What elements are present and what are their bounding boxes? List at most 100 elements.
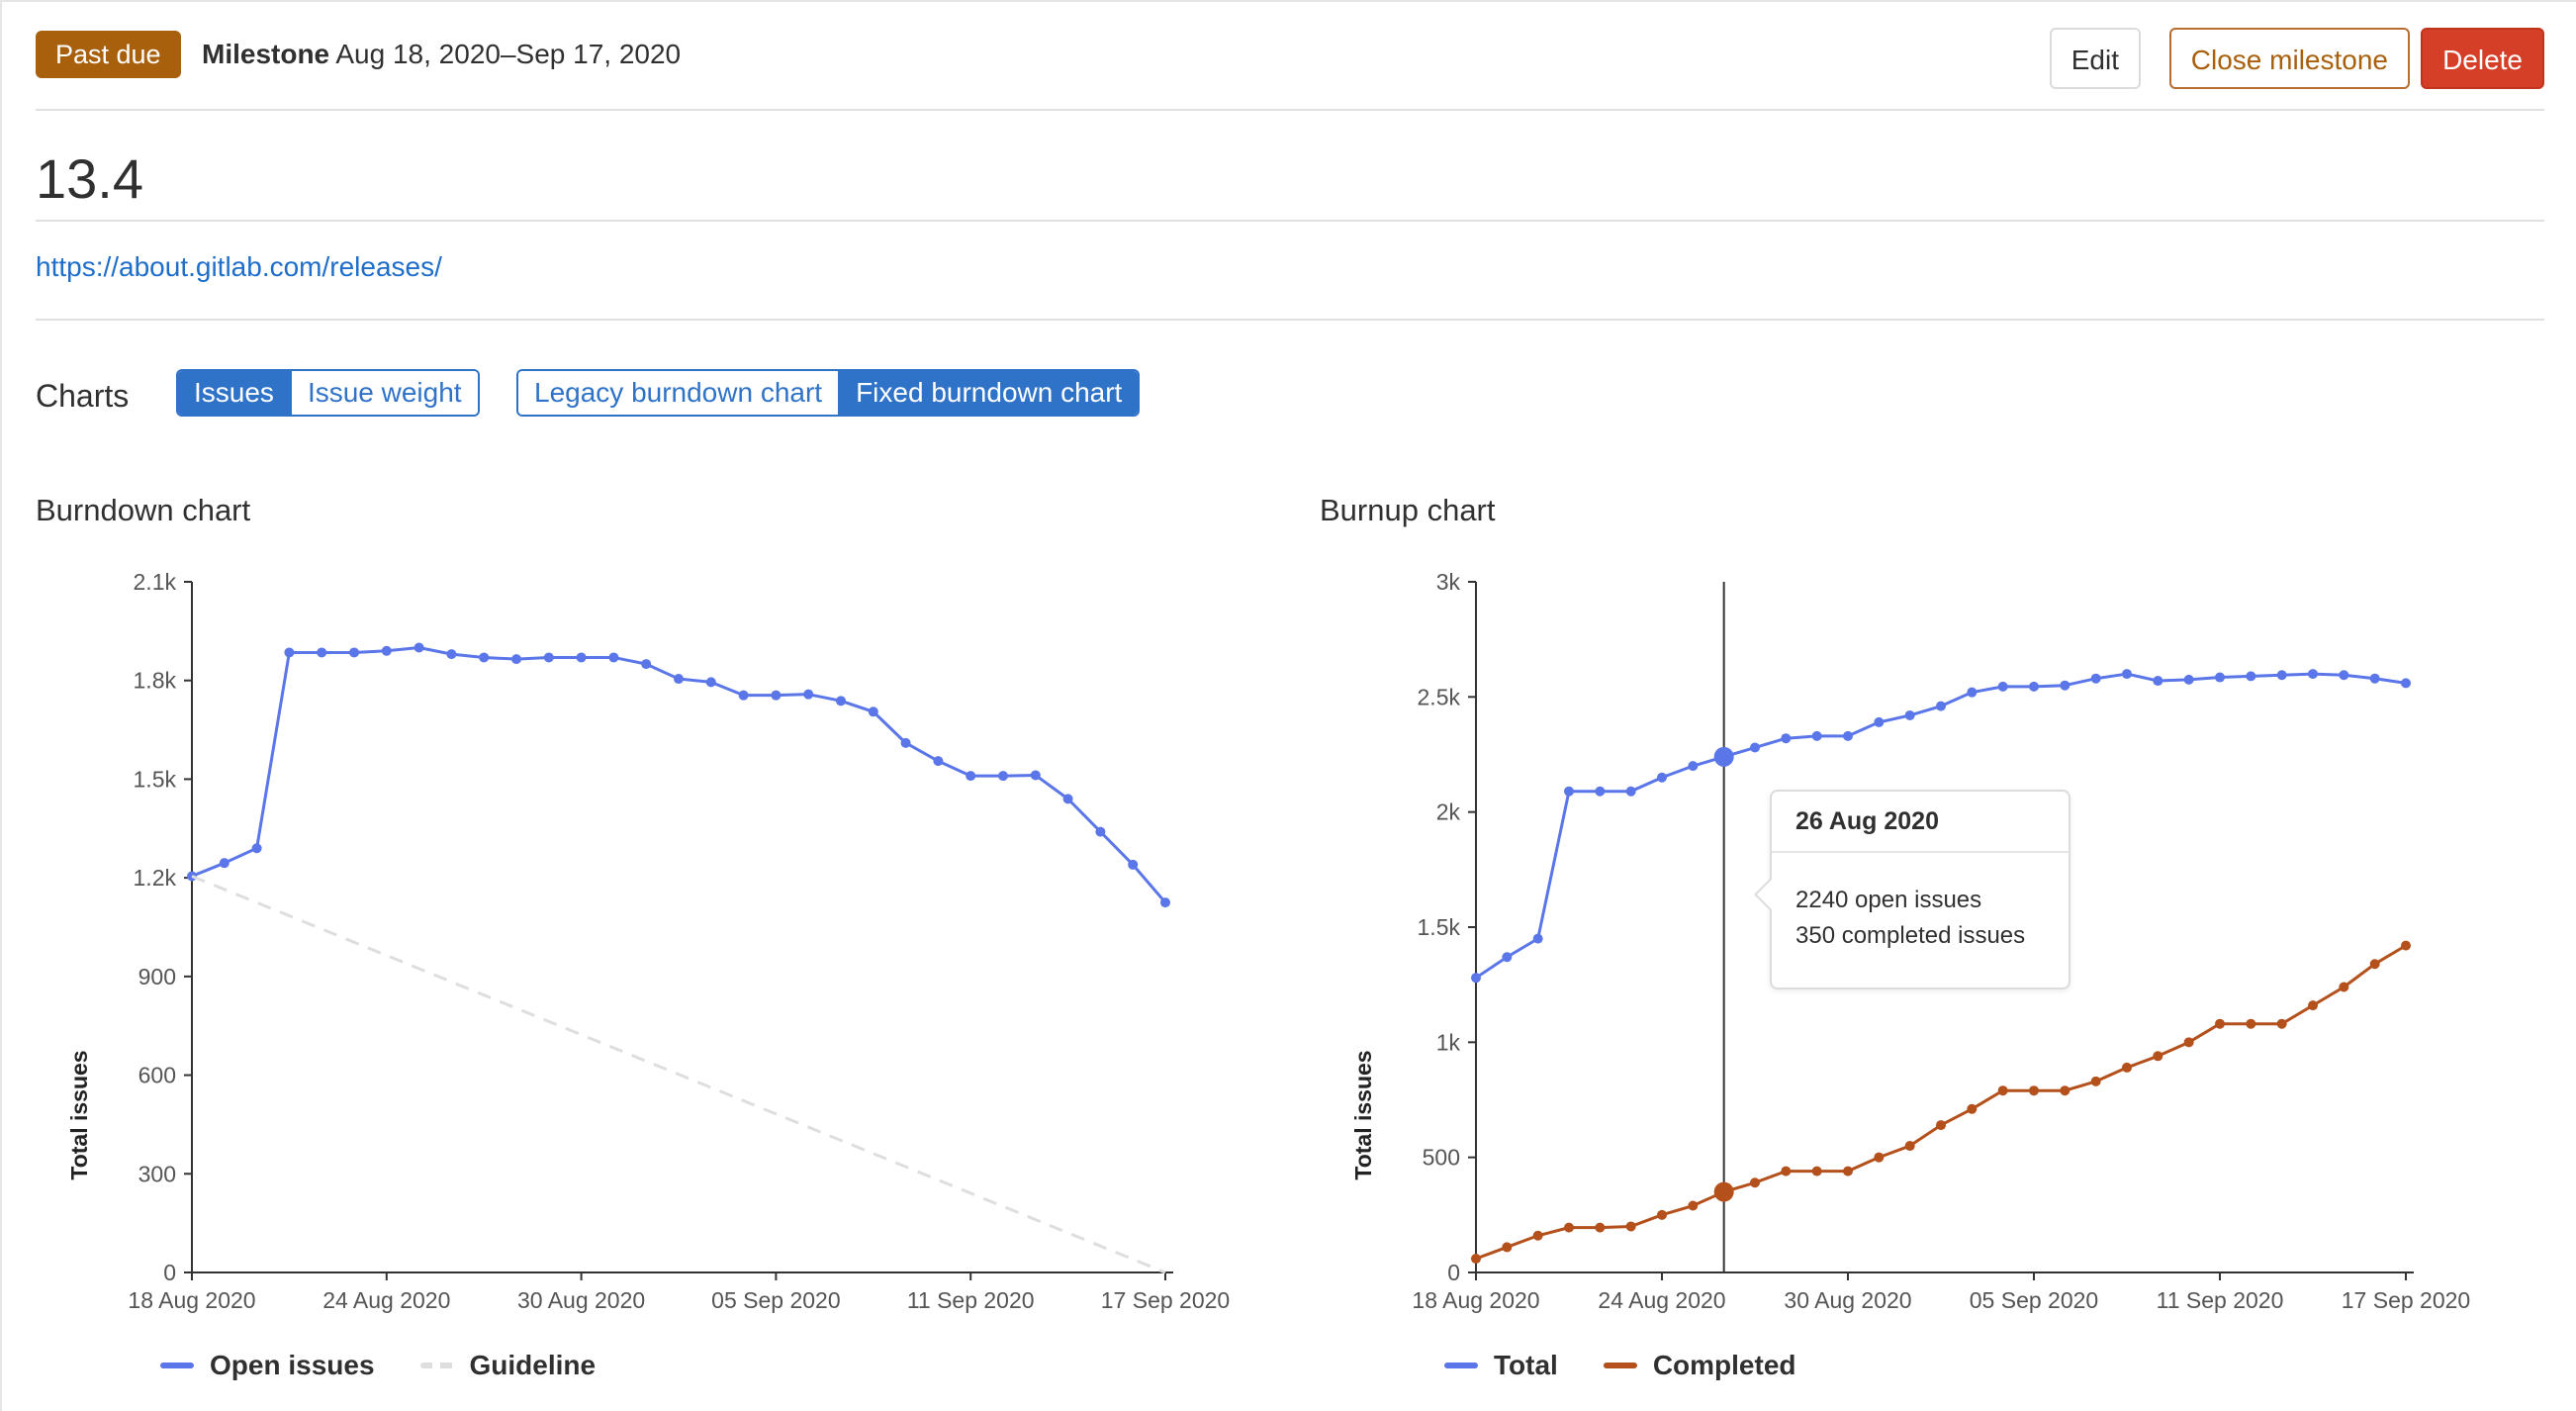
edit-button[interactable]: Edit bbox=[2049, 28, 2141, 89]
close-milestone-button[interactable]: Close milestone bbox=[2168, 28, 2410, 89]
open-issues-point bbox=[1128, 859, 1139, 870]
completed-line bbox=[1475, 944, 2407, 1261]
burnup-chart-title: Burnup chart bbox=[1320, 493, 1496, 527]
total-point bbox=[2122, 669, 2132, 680]
fixed-burndown-button[interactable]: Fixed burndown chart bbox=[838, 371, 1139, 415]
open-issues-point bbox=[641, 659, 652, 670]
x-tick-label: 11 Sep 2020 bbox=[2157, 1287, 2284, 1313]
total-point bbox=[1874, 716, 1885, 727]
milestone-header: Past due Milestone Aug 18, 2020–Sep 17, … bbox=[36, 28, 2544, 97]
y-tick-label: 1.2k bbox=[134, 865, 177, 891]
completed-point bbox=[1967, 1103, 1978, 1114]
completed-point bbox=[1904, 1141, 1915, 1152]
x-tick-label: 30 Aug 2020 bbox=[1784, 1287, 1911, 1313]
completed-point bbox=[1564, 1222, 1574, 1233]
total-point bbox=[1843, 730, 1853, 741]
y-axis-title: Total issues bbox=[1350, 1050, 1376, 1179]
total-point bbox=[2060, 680, 2070, 691]
open-issues-point bbox=[1062, 794, 1073, 804]
completed-point bbox=[2122, 1062, 2132, 1073]
open-issues-point bbox=[576, 652, 587, 663]
open-issues-point bbox=[836, 696, 846, 706]
completed-point bbox=[2401, 940, 2411, 951]
completed-point bbox=[1688, 1200, 1699, 1211]
total-point bbox=[2183, 674, 2194, 685]
legacy-burndown-button[interactable]: Legacy burndown chart bbox=[518, 371, 839, 415]
total-point bbox=[1564, 786, 1574, 797]
tooltip-completed-issues: 350 completed issues bbox=[1795, 922, 2026, 949]
total-point bbox=[2276, 670, 2287, 681]
completed-point bbox=[1471, 1254, 1481, 1265]
open-issues-point bbox=[1030, 770, 1041, 781]
legend-guideline[interactable]: Guideline bbox=[419, 1350, 596, 1381]
total-point bbox=[2308, 669, 2318, 680]
completed-point bbox=[1657, 1209, 1667, 1220]
completed-point bbox=[1997, 1085, 2008, 1096]
completed-point bbox=[1781, 1166, 1792, 1176]
total-point bbox=[2029, 681, 2039, 692]
milestone-title: 13.4 bbox=[36, 147, 143, 210]
legend-total[interactable]: Total bbox=[1444, 1350, 1558, 1381]
y-tick-label: 500 bbox=[1423, 1145, 1460, 1171]
completed-point bbox=[1811, 1166, 1822, 1176]
x-tick-label: 24 Aug 2020 bbox=[322, 1287, 450, 1313]
total-point bbox=[1532, 933, 1543, 944]
y-tick-label: 600 bbox=[138, 1063, 176, 1088]
chart-type-toggle: Legacy burndown chart Fixed burndown cha… bbox=[516, 369, 1141, 417]
open-issues-point bbox=[414, 642, 424, 653]
completed-point bbox=[1595, 1222, 1606, 1233]
total-point bbox=[2369, 673, 2380, 684]
y-tick-label: 0 bbox=[163, 1260, 176, 1285]
burnup-legend: Total Completed bbox=[1444, 1350, 1842, 1381]
delete-button[interactable]: Delete bbox=[2421, 28, 2544, 89]
tooltip-divider bbox=[1772, 851, 2069, 853]
burndown-chart-title: Burndown chart bbox=[36, 493, 251, 527]
tooltip-open-issues: 2240 open issues bbox=[1795, 887, 1982, 913]
legend-label: Total bbox=[1494, 1350, 1558, 1380]
x-tick-label: 24 Aug 2020 bbox=[1598, 1287, 1725, 1313]
open-issues-point bbox=[868, 706, 878, 717]
open-issues-point bbox=[479, 652, 490, 663]
completed-point bbox=[2308, 1000, 2318, 1011]
total-point bbox=[2090, 673, 2101, 684]
x-tick-label: 05 Sep 2020 bbox=[1970, 1287, 2098, 1313]
legend-open-issues[interactable]: Open issues bbox=[160, 1350, 375, 1381]
y-tick-label: 1k bbox=[1436, 1029, 1461, 1055]
completed-point bbox=[2153, 1051, 2163, 1062]
x-tick-label: 18 Aug 2020 bbox=[128, 1287, 255, 1313]
divider bbox=[36, 319, 2544, 321]
y-tick-label: 900 bbox=[138, 964, 176, 989]
metric-toggle: Issues Issue weight bbox=[176, 369, 480, 417]
total-point bbox=[1997, 681, 2008, 692]
legend-completed[interactable]: Completed bbox=[1603, 1350, 1796, 1381]
milestone-dates: Aug 18, 2020–Sep 17, 2020 bbox=[335, 39, 682, 69]
open-issues-point bbox=[803, 689, 814, 700]
chart-tooltip: 26 Aug 2020 2240 open issues 350 complet… bbox=[1754, 790, 2070, 989]
legend-swatch-completed bbox=[1603, 1363, 1637, 1368]
charts-label: Charts bbox=[36, 378, 130, 414]
open-issues-point bbox=[381, 645, 392, 656]
total-point bbox=[1781, 733, 1792, 744]
completed-point bbox=[1750, 1177, 1760, 1188]
completed-point bbox=[1532, 1230, 1543, 1241]
issues-toggle-button[interactable]: Issues bbox=[178, 371, 290, 415]
open-issues-point bbox=[511, 654, 521, 665]
completed-point bbox=[2339, 982, 2349, 992]
x-tick-label: 30 Aug 2020 bbox=[517, 1287, 645, 1313]
open-issues-line bbox=[191, 645, 1167, 904]
total-point bbox=[1713, 746, 1734, 767]
legend-label: Completed bbox=[1652, 1350, 1796, 1380]
total-point bbox=[2401, 678, 2411, 689]
tooltip-date: 26 Aug 2020 bbox=[1795, 807, 1939, 835]
total-point bbox=[2153, 676, 2163, 687]
release-link[interactable]: https://about.gitlab.com/releases/ bbox=[36, 251, 442, 282]
y-tick-label: 2k bbox=[1436, 800, 1461, 825]
open-issues-point bbox=[998, 771, 1008, 782]
issue-weight-toggle-button[interactable]: Issue weight bbox=[289, 371, 478, 415]
milestone-label: Milestone bbox=[202, 39, 330, 69]
legend-swatch-guideline bbox=[419, 1363, 454, 1368]
total-point bbox=[1625, 786, 1636, 797]
open-issues-point bbox=[446, 649, 457, 660]
